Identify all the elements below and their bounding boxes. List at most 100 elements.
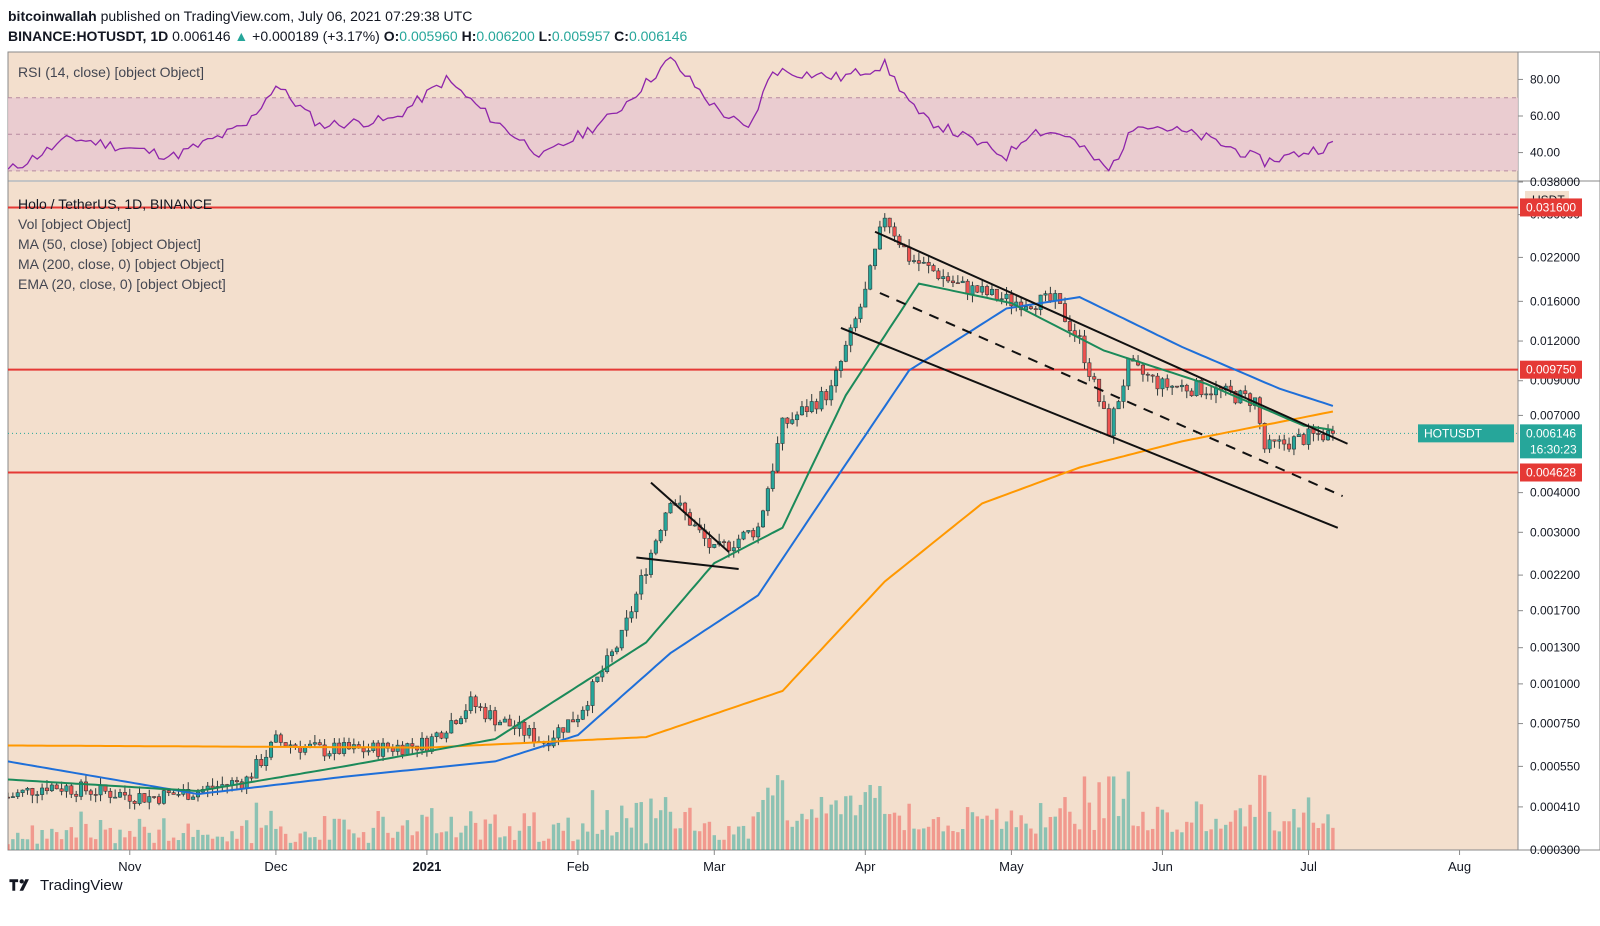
- candle-body[interactable]: [400, 744, 405, 755]
- candle-body[interactable]: [941, 276, 946, 279]
- candle-body[interactable]: [795, 414, 800, 421]
- candle-body[interactable]: [127, 794, 132, 802]
- candle-body[interactable]: [985, 286, 990, 295]
- candle-body[interactable]: [54, 784, 59, 790]
- candle-body[interactable]: [337, 742, 342, 754]
- candle-body[interactable]: [580, 709, 585, 720]
- candle-body[interactable]: [965, 280, 970, 295]
- candle-body[interactable]: [911, 260, 917, 262]
- candle-body[interactable]: [1291, 436, 1296, 450]
- level-price-tag[interactable]: [1520, 463, 1582, 482]
- candle-body[interactable]: [234, 780, 239, 783]
- candle-body[interactable]: [1048, 293, 1053, 302]
- candle-body[interactable]: [760, 510, 766, 528]
- candle-body[interactable]: [93, 794, 98, 796]
- candle-body[interactable]: [1277, 439, 1282, 442]
- candle-body[interactable]: [473, 696, 478, 707]
- candle-body[interactable]: [1082, 335, 1087, 364]
- candle-body[interactable]: [897, 235, 902, 246]
- candle-body[interactable]: [629, 611, 634, 619]
- candle-body[interactable]: [887, 217, 892, 228]
- candle-body[interactable]: [707, 538, 712, 548]
- rsi-line[interactable]: [8, 56, 1334, 172]
- candle-body[interactable]: [259, 759, 264, 767]
- candle-body[interactable]: [834, 370, 839, 387]
- candle-body[interactable]: [478, 706, 483, 708]
- candle-body[interactable]: [722, 541, 727, 543]
- candle-body[interactable]: [191, 796, 196, 800]
- candle-body[interactable]: [507, 718, 512, 727]
- candle-body[interactable]: [1194, 379, 1199, 397]
- current-price-tag[interactable]: [1520, 424, 1582, 459]
- candle-body[interactable]: [653, 540, 658, 554]
- candle-body[interactable]: [454, 720, 459, 724]
- candle-body[interactable]: [975, 285, 980, 293]
- candle-body[interactable]: [1106, 408, 1111, 437]
- candle-body[interactable]: [249, 776, 254, 779]
- candle-body[interactable]: [1316, 433, 1321, 435]
- candle-body[interactable]: [1287, 443, 1292, 450]
- candle-body[interactable]: [156, 796, 162, 804]
- candle-body[interactable]: [1209, 393, 1214, 396]
- candle-body[interactable]: [926, 261, 931, 266]
- candle-body[interactable]: [668, 503, 673, 514]
- candle-body[interactable]: [814, 401, 819, 410]
- candle-body[interactable]: [1243, 390, 1248, 395]
- candle-body[interactable]: [736, 538, 741, 549]
- candle-body[interactable]: [35, 794, 40, 796]
- candle-body[interactable]: [843, 344, 848, 362]
- level-price-tag[interactable]: [1520, 198, 1582, 217]
- candle-body[interactable]: [756, 526, 761, 538]
- trendline-drawing[interactable]: [650, 481, 730, 553]
- tradingview-brand[interactable]: TradingView: [40, 876, 123, 894]
- candle-body[interactable]: [137, 793, 142, 804]
- candle-body[interactable]: [366, 750, 371, 753]
- candle-body[interactable]: [863, 288, 868, 308]
- candle-body[interactable]: [1087, 362, 1092, 377]
- candle-body[interactable]: [590, 681, 595, 706]
- candle-body[interactable]: [1262, 423, 1267, 450]
- candle-body[interactable]: [327, 753, 332, 757]
- candle-body[interactable]: [1092, 376, 1097, 380]
- candle-body[interactable]: [931, 265, 936, 272]
- candle-body[interactable]: [405, 743, 410, 755]
- candle-body[interactable]: [561, 727, 566, 733]
- candle-body[interactable]: [1004, 293, 1009, 300]
- candle-body[interactable]: [20, 789, 25, 793]
- candle-body[interactable]: [118, 792, 123, 798]
- candle-body[interactable]: [278, 734, 283, 743]
- candle-body[interactable]: [122, 792, 127, 796]
- candle-body[interactable]: [868, 265, 873, 290]
- candle-body[interactable]: [1150, 374, 1155, 377]
- candle-body[interactable]: [44, 787, 49, 792]
- candle-body[interactable]: [644, 574, 649, 576]
- ma200-line[interactable]: [8, 410, 1334, 749]
- candle-body[interactable]: [1272, 439, 1277, 442]
- candle-body[interactable]: [799, 406, 804, 416]
- candle-body[interactable]: [497, 721, 502, 726]
- tradingview-logo-icon[interactable]: [8, 876, 34, 894]
- candle-body[interactable]: [468, 696, 473, 712]
- ma50-line[interactable]: [8, 296, 1334, 796]
- candle-body[interactable]: [1033, 308, 1038, 310]
- candle-body[interactable]: [955, 282, 960, 285]
- candle-body[interactable]: [639, 575, 644, 595]
- candle-body[interactable]: [1058, 293, 1063, 304]
- candle-body[interactable]: [838, 361, 843, 371]
- candle-body[interactable]: [332, 742, 337, 754]
- candle-body[interactable]: [609, 651, 615, 656]
- candle-body[interactable]: [751, 530, 756, 538]
- candle-body[interactable]: [678, 502, 683, 506]
- candle-body[interactable]: [30, 788, 35, 796]
- candle-body[interactable]: [1121, 385, 1126, 402]
- candle-body[interactable]: [1189, 390, 1194, 397]
- candle-body[interactable]: [322, 744, 327, 757]
- candle-body[interactable]: [463, 710, 468, 719]
- candle-body[interactable]: [936, 270, 941, 279]
- candle-body[interactable]: [83, 781, 88, 792]
- candle-body[interactable]: [15, 792, 20, 797]
- candle-body[interactable]: [493, 710, 498, 726]
- candle-body[interactable]: [1126, 358, 1131, 387]
- candle-body[interactable]: [1282, 439, 1287, 445]
